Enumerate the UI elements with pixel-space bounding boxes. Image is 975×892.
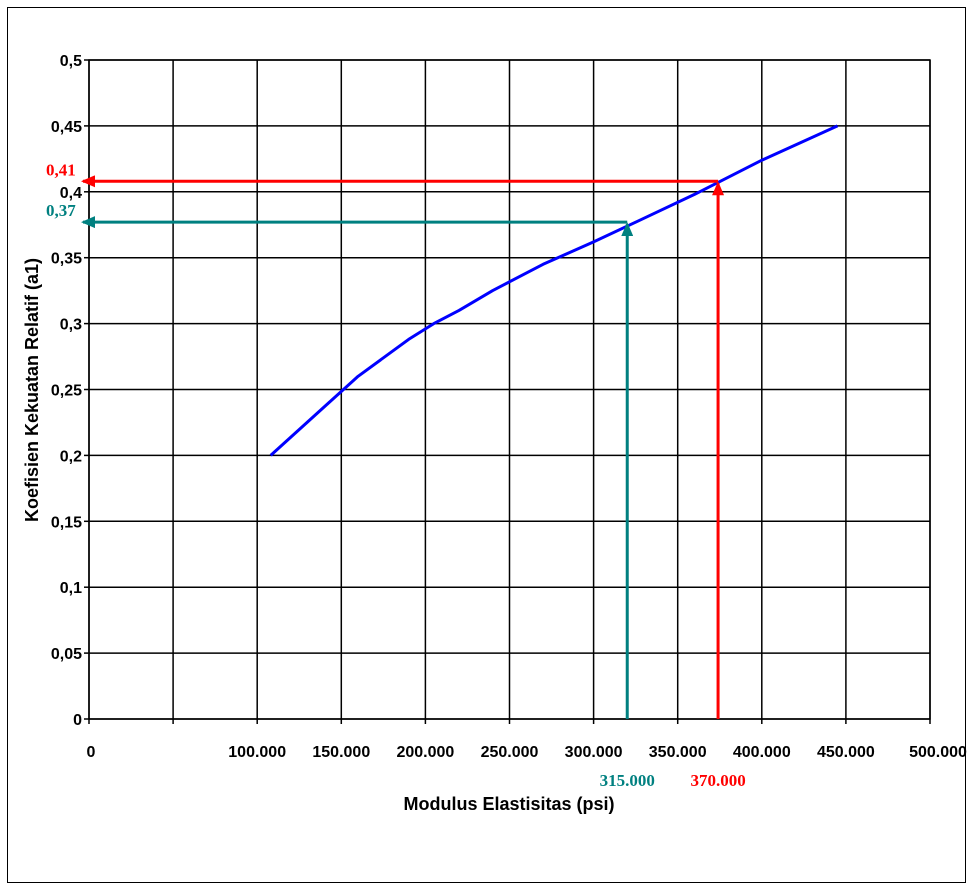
x-tick-label: 0	[87, 744, 96, 761]
grid	[88, 59, 931, 720]
y-tick-label: 0,35	[51, 251, 82, 268]
x-tick-label: 300.000	[565, 744, 623, 761]
x-tick-label: 100.000	[228, 744, 286, 761]
y-tick-label: 0,45	[51, 119, 82, 136]
x-axis-title: Modulus Elastisitas (psi)	[403, 794, 614, 814]
annotation-x-label: 315.000	[600, 771, 655, 790]
y-tick-label: 0,2	[60, 448, 82, 465]
y-tick-label: 0	[73, 712, 82, 729]
y-axis-title: Koefisien Kekuatan Relatif (a1)	[22, 258, 42, 522]
y-tick-label: 0,05	[51, 646, 82, 663]
annotation-layer: 315.000 0,37 370.000 0,41	[46, 160, 746, 790]
annotation-y-label: 0,41	[46, 160, 76, 179]
x-tick-label: 150.000	[312, 744, 370, 761]
y-tick-label: 0,1	[60, 580, 82, 597]
y-tick-label: 0,25	[51, 383, 82, 400]
x-tick-label: 500.000	[909, 744, 967, 761]
x-tick-label: 400.000	[733, 744, 791, 761]
series-layer	[269, 124, 839, 457]
x-tick-label: 200.000	[396, 744, 454, 761]
annotation-x-label: 370.000	[690, 771, 745, 790]
x-tick-label: 450.000	[817, 744, 875, 761]
y-tick-label: 0,4	[60, 185, 82, 202]
annotation-y-label: 0,37	[46, 201, 76, 220]
x-tick-label: 350.000	[649, 744, 707, 761]
axes	[84, 59, 931, 724]
chart-frame	[7, 7, 966, 883]
y-tick-label: 0,15	[51, 514, 82, 531]
x-tick-label: 250.000	[481, 744, 539, 761]
y-tick-label: 0,5	[60, 53, 82, 70]
tick-labels: 0 100.000 150.000 200.000 250.000 300.000 350.…	[51, 53, 967, 761]
y-tick-label: 0,3	[60, 317, 82, 334]
series-line	[269, 124, 839, 457]
